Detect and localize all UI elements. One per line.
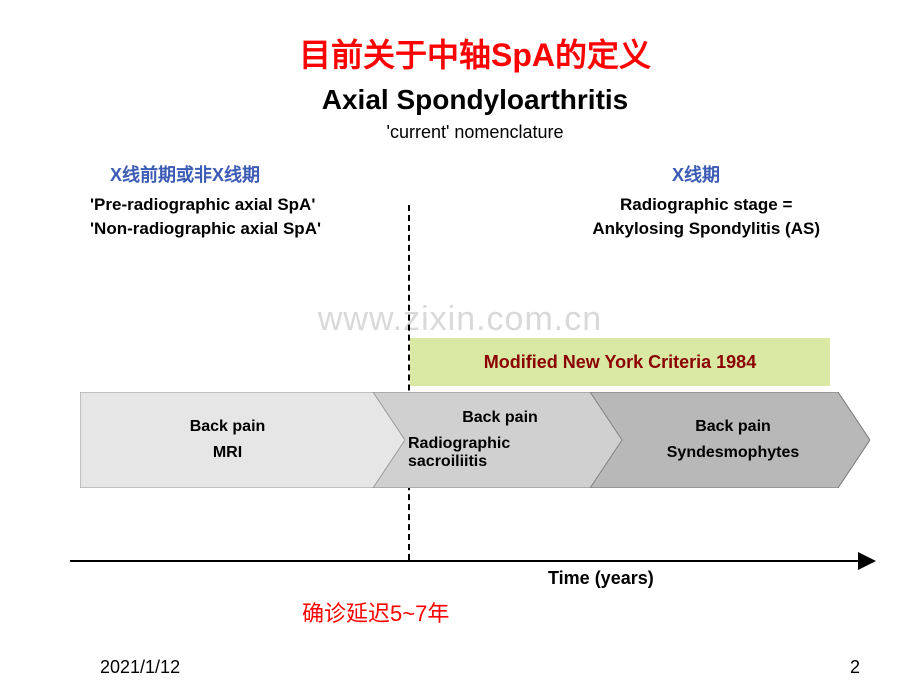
chevron-stage: Back painRadiographic sacroiliitis bbox=[372, 392, 622, 488]
chevron-stage: Back painSyndesmophytes bbox=[590, 392, 870, 488]
time-axis-arrow bbox=[858, 552, 876, 570]
chevron-row: Back painMRIBack painRadiographic sacroi… bbox=[80, 392, 870, 488]
subtitle: Axial Spondyloarthritis bbox=[80, 84, 870, 116]
main-title: 目前关于中轴SpA的定义 bbox=[80, 30, 870, 76]
watermark: www.zixin.com.cn bbox=[318, 300, 602, 339]
defs-left: 'Pre-radiographic axial SpA' 'Non-radiog… bbox=[90, 195, 321, 239]
phase-left-label: X线前期或非X线期 bbox=[110, 161, 260, 187]
criteria-text: Modified New York Criteria 1984 bbox=[484, 352, 756, 373]
phase-right-label: X线期 bbox=[672, 161, 720, 187]
phase-divider bbox=[408, 205, 410, 560]
criteria-box: Modified New York Criteria 1984 bbox=[410, 338, 830, 386]
chevron-stage: Back painMRI bbox=[80, 392, 405, 488]
defs-right: Radiographic stage = Ankylosing Spondyli… bbox=[592, 195, 820, 239]
footer-date: 2021/1/12 bbox=[100, 657, 180, 678]
delay-label: 确诊延迟5~7年 bbox=[302, 596, 449, 628]
tagline: 'current' nomenclature bbox=[80, 122, 870, 143]
time-axis bbox=[70, 560, 870, 562]
time-label: Time (years) bbox=[548, 568, 654, 589]
footer-page: 2 bbox=[850, 657, 860, 678]
